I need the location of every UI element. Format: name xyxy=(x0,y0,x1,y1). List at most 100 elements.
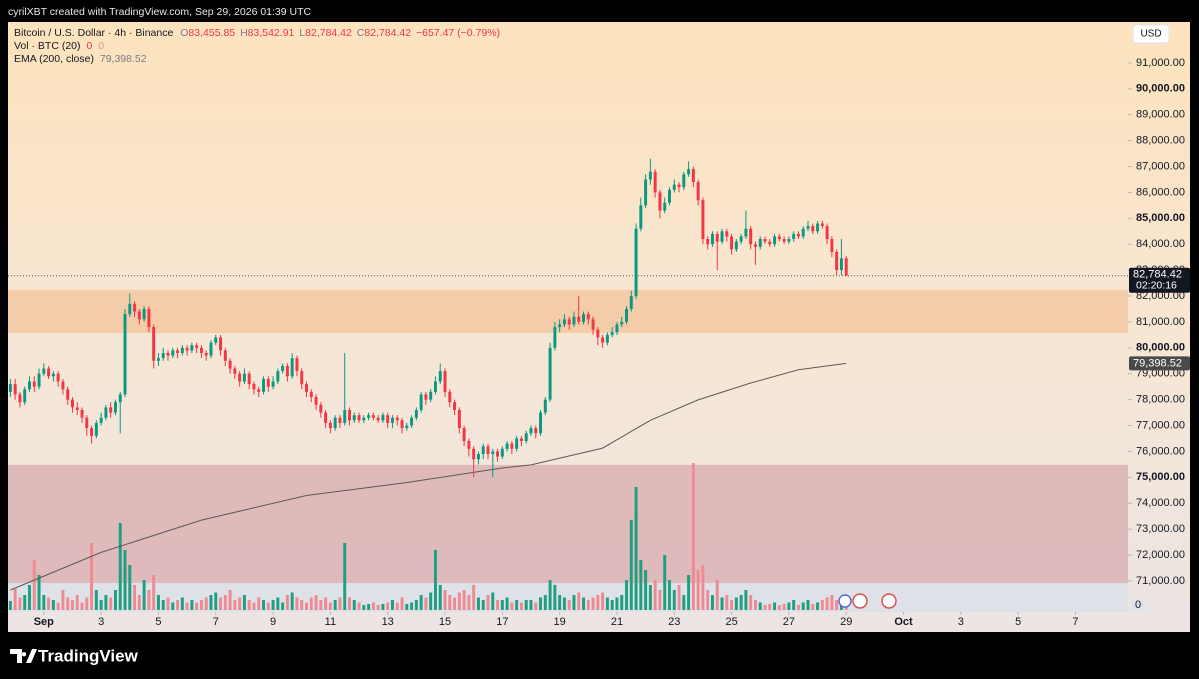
volume-bar xyxy=(47,597,51,610)
volume-bar xyxy=(276,597,280,610)
volume-bar xyxy=(295,597,299,610)
candle-body xyxy=(625,308,628,322)
volume-bar xyxy=(491,592,495,610)
volume-bar xyxy=(75,595,79,610)
candle-body xyxy=(758,239,762,247)
candle-body xyxy=(348,409,351,421)
volume-bar xyxy=(792,600,796,610)
legend-volume-value: 0 xyxy=(98,40,104,52)
candle-body xyxy=(663,202,667,211)
volume-bar xyxy=(753,600,757,610)
y-tick-label: 87,000.00 xyxy=(1136,160,1185,172)
candle-body xyxy=(85,417,89,429)
candle-body xyxy=(223,350,227,361)
volume-bar xyxy=(142,580,146,610)
candle-body xyxy=(37,373,41,387)
candle-body xyxy=(395,417,399,421)
last-price-label: 82,784.42 xyxy=(1133,269,1182,281)
ema-price-box xyxy=(1129,356,1190,371)
volume-bar xyxy=(362,605,366,610)
candle-body xyxy=(295,358,299,372)
candle-body xyxy=(228,360,232,369)
candle-body xyxy=(792,233,796,240)
candle-body xyxy=(352,415,356,421)
candle-body xyxy=(567,319,571,325)
event-icon[interactable] xyxy=(838,594,852,608)
candle-body xyxy=(219,337,223,351)
volume-bar xyxy=(400,597,404,610)
candle-body xyxy=(386,415,390,423)
candle-body xyxy=(104,407,108,418)
candle-body xyxy=(658,192,662,211)
candle-body xyxy=(118,394,122,403)
candle-body xyxy=(763,239,767,242)
candle-body xyxy=(534,428,538,434)
volume-bar xyxy=(219,597,223,610)
volume-bar xyxy=(796,605,800,610)
volume-bar xyxy=(28,585,31,610)
candle-body xyxy=(204,353,208,356)
candle-body xyxy=(524,433,528,442)
legend-volume-value: 0 xyxy=(86,40,92,52)
volume-bar xyxy=(548,580,552,610)
candle-body xyxy=(820,223,824,227)
candle-body xyxy=(476,454,480,460)
volume-bar xyxy=(629,520,633,610)
volume-bar xyxy=(715,580,719,610)
candle-body xyxy=(749,228,753,245)
candle-body xyxy=(90,428,94,436)
volume-bar xyxy=(453,597,457,610)
volume-bar xyxy=(710,595,714,610)
candle-body xyxy=(376,417,380,421)
candle-body xyxy=(744,228,748,237)
candle-body xyxy=(610,332,614,335)
volume-bar xyxy=(190,600,194,610)
volume-bar xyxy=(433,550,437,610)
brand-logo: TradingView xyxy=(10,646,139,665)
candle-body xyxy=(285,365,289,377)
volume-bar xyxy=(529,600,533,610)
candle-body xyxy=(801,228,805,237)
candle-body xyxy=(553,327,557,348)
legend-symbol: Bitcoin / U.S. Dollar · 4h · Binance xyxy=(14,27,173,39)
x-tick-label: 21 xyxy=(611,616,623,628)
volume-bar xyxy=(663,555,667,610)
candle-body xyxy=(75,407,79,410)
x-tick-label: 5 xyxy=(155,616,161,628)
candle-body xyxy=(687,169,691,175)
candle-body xyxy=(682,174,686,188)
volume-bar xyxy=(94,590,98,610)
x-tick-label: 3 xyxy=(98,616,104,628)
volume-bar xyxy=(290,592,294,610)
candle-body xyxy=(319,404,323,413)
candle-body xyxy=(710,233,714,245)
volume-bar xyxy=(137,595,141,610)
candle-body xyxy=(338,417,342,423)
event-icon[interactable] xyxy=(852,593,868,609)
volume-bar xyxy=(233,600,237,610)
candle-body xyxy=(42,368,46,374)
candle-body xyxy=(596,329,600,338)
candle-body xyxy=(381,415,385,421)
candle-body xyxy=(844,258,848,276)
x-tick-label: 11 xyxy=(325,616,336,628)
candle-body xyxy=(816,223,820,232)
candle-body xyxy=(123,314,127,395)
volume-bar xyxy=(242,595,246,610)
candle-body xyxy=(753,244,757,247)
plot-area xyxy=(8,158,1128,612)
candle-body xyxy=(238,373,242,382)
candle-body xyxy=(706,239,710,245)
volume-bar xyxy=(562,597,566,610)
currency-button[interactable] xyxy=(1132,24,1170,44)
candle-body xyxy=(367,415,371,418)
volume-bar xyxy=(338,597,342,610)
volume-bar xyxy=(744,590,748,610)
x-tick-label: 29 xyxy=(840,616,852,628)
y-tick-label: 73,000.00 xyxy=(1136,523,1185,535)
candle-body xyxy=(510,443,514,449)
event-icon[interactable] xyxy=(881,593,897,609)
volume-bar xyxy=(133,585,137,610)
volume-bar xyxy=(763,605,767,610)
x-tick-label: 27 xyxy=(783,616,795,628)
